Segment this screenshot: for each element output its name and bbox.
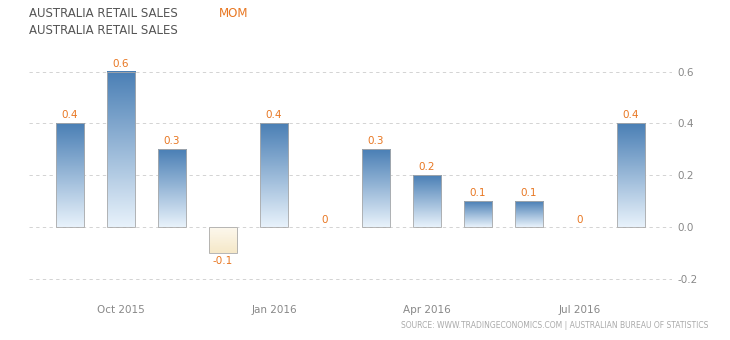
Text: 0.1: 0.1 [520,188,537,198]
Bar [362,149,390,227]
Bar [56,123,84,227]
Text: AUSTRALIA RETAIL SALES: AUSTRALIA RETAIL SALES [29,7,182,20]
Text: 0.4: 0.4 [266,110,283,120]
Bar [107,72,135,227]
Text: MOM: MOM [219,7,248,20]
Bar [260,123,288,227]
Bar [413,175,441,227]
Text: 0: 0 [577,215,583,225]
Text: 0.1: 0.1 [469,188,486,198]
Bar [464,201,492,227]
Text: 0.3: 0.3 [368,136,384,146]
Bar [209,227,237,253]
Text: -0.1: -0.1 [213,256,233,266]
Bar [158,149,186,227]
Text: 0.6: 0.6 [112,59,129,69]
Text: AUSTRALIA RETAIL SALES: AUSTRALIA RETAIL SALES [29,24,182,37]
Text: 0.3: 0.3 [164,136,180,146]
Text: SOURCE: WWW.TRADINGECONOMICS.COM | AUSTRALIAN BUREAU OF STATISTICS: SOURCE: WWW.TRADINGECONOMICS.COM | AUSTR… [401,321,708,330]
Text: 0.4: 0.4 [623,110,639,120]
Bar [617,123,645,227]
Text: 0: 0 [322,215,328,225]
Text: 0.4: 0.4 [62,110,78,120]
Bar [515,201,543,227]
Text: 0.2: 0.2 [418,162,435,172]
